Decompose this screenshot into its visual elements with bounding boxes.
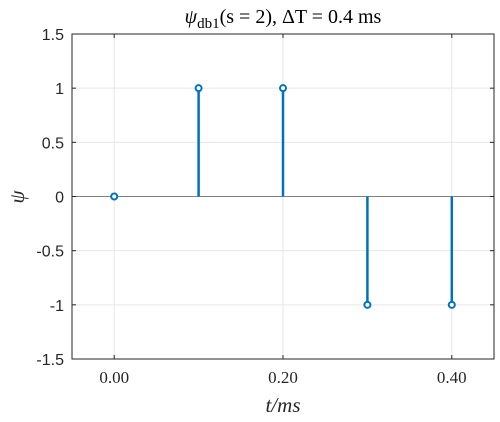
y-axis-label: ψ	[5, 190, 29, 204]
x-tick-label-2: 0.40	[437, 368, 467, 387]
x-tick-label-1: 0.20	[268, 368, 298, 387]
y-tick-label-5: 1	[55, 81, 64, 98]
x-tick-label-0: 0.00	[99, 368, 129, 387]
title-argument: (s = 2), ΔT = 0.4 ms	[220, 6, 382, 28]
x-axis-label: t/ms	[265, 393, 300, 417]
stem-marker-0	[110, 192, 119, 201]
y-tick-label-0: -1.5	[36, 352, 64, 369]
stem-marker-4	[447, 300, 456, 309]
y-tick-labels: -1.5 -1 -0.5 0 0.5 1 1.5	[36, 27, 64, 369]
stem-marker-1	[194, 84, 203, 93]
y-tick-label-2: -0.5	[36, 244, 64, 261]
y-tick-label-4: 0.5	[42, 135, 64, 152]
chart-title: ψdb1(s = 2), ΔT = 0.4 ms	[185, 6, 382, 32]
stem-series	[110, 84, 456, 309]
x-tick-labels: 0.00 0.20 0.40	[99, 368, 466, 387]
y-tick-label-3: 0	[55, 190, 64, 207]
stem-marker-2	[279, 84, 287, 93]
y-tick-label-6: 1.5	[42, 27, 64, 44]
y-tick-label-1: -1	[50, 298, 64, 315]
title-symbol: ψ	[185, 6, 198, 28]
title-subscript: db1	[197, 16, 220, 32]
stem-marker-3	[363, 300, 372, 309]
tick-marks	[72, 33, 494, 360]
